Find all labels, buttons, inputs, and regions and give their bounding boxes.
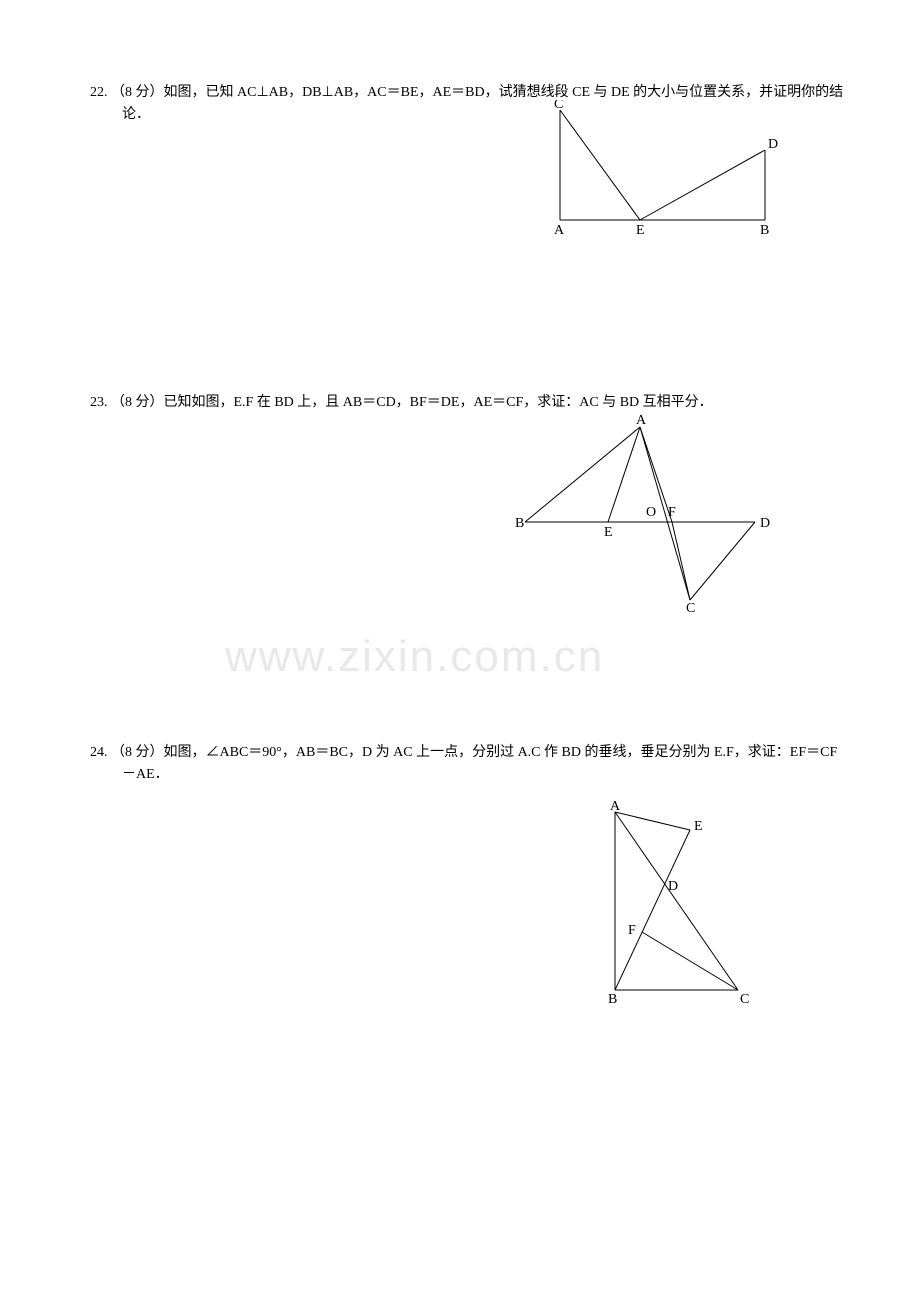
problem-23-body: （8 分）已知如图，E.F 在 BD 上，且 AB＝CD，BF＝DE，AE＝CF… (111, 395, 713, 410)
line-ae (608, 427, 640, 522)
problem-22-number: 22. (90, 85, 108, 100)
label-d: D (760, 516, 770, 531)
line-fc (672, 522, 690, 600)
line-cf (642, 932, 738, 990)
line-ba (525, 427, 640, 522)
problem-24-number: 24. (90, 745, 108, 760)
label-a: A (554, 223, 565, 238)
problem-24-body: （8 分）如图，∠ABC＝90°，AB＝BC，D 为 AC 上一点，分别过 A.… (111, 745, 837, 782)
label-a: A (610, 800, 621, 814)
figure-24-svg: A B C D E F (560, 800, 770, 1015)
figure-22: A E B C D (540, 100, 800, 253)
label-f: F (668, 505, 676, 520)
line-dc (690, 522, 755, 600)
label-o: O (646, 505, 656, 520)
label-b: B (760, 223, 769, 238)
label-a: A (636, 413, 647, 428)
label-f: F (628, 923, 636, 938)
label-e: E (604, 525, 613, 540)
line-be (615, 830, 690, 990)
label-e: E (636, 223, 645, 238)
line-ae (615, 812, 690, 830)
label-d: D (768, 137, 778, 152)
figure-23: B E O F D A C (510, 412, 780, 630)
label-e: E (694, 819, 703, 834)
line-ce (560, 110, 640, 220)
figure-22-svg: A E B C D (540, 100, 800, 245)
figure-23-svg: B E O F D A C (510, 412, 780, 622)
problem-24: 24. （8 分）如图，∠ABC＝90°，AB＝BC，D 为 AC 上一点，分别… (90, 742, 850, 787)
line-ac (615, 812, 738, 990)
label-c: C (740, 992, 749, 1007)
label-b: B (515, 516, 524, 531)
problem-24-text: 24. （8 分）如图，∠ABC＝90°，AB＝BC，D 为 AC 上一点，分别… (90, 742, 850, 787)
problem-23-number: 23. (90, 395, 108, 410)
label-c: C (686, 601, 695, 616)
figure-24: A B C D E F (560, 800, 770, 1023)
label-d: D (668, 879, 678, 894)
label-c: C (554, 100, 563, 112)
watermark: www.zixin.com.cn (225, 622, 604, 692)
line-ed (640, 150, 765, 220)
label-b: B (608, 992, 617, 1007)
